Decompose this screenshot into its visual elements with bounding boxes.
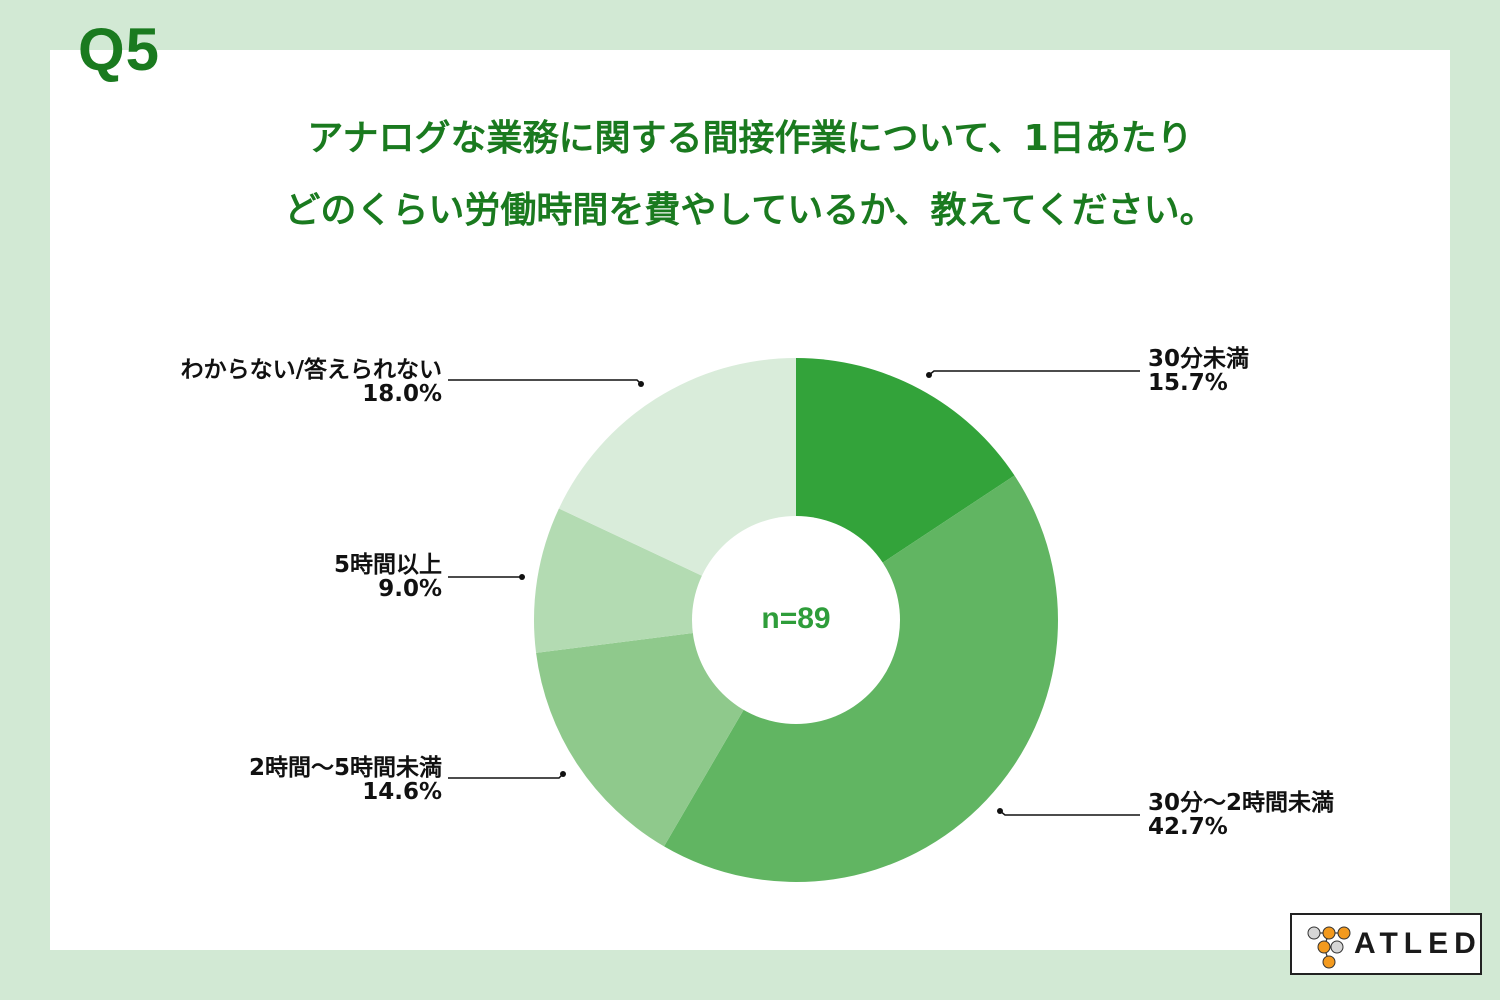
leader-line-s5 xyxy=(448,379,642,385)
label-s5: わからない/答えられない 18.0% xyxy=(181,358,442,406)
logo-text: ATLED xyxy=(1354,927,1482,960)
label-s3-name: 2時間〜5時間未満 xyxy=(248,755,442,781)
label-s1: 30分未満 15.7% xyxy=(1148,347,1249,395)
label-s1-name: 30分未満 xyxy=(1148,346,1250,372)
question-title-line1: アナログな業務に関する間接作業について、1日あたり xyxy=(307,118,1193,159)
network-nodes-icon xyxy=(1307,926,1351,969)
label-s2: 30分〜2時間未満 42.7% xyxy=(1148,791,1334,839)
question-title-line2: どのくらい労働時間を費やしているか、教えてください。 xyxy=(284,190,1216,231)
label-s5-name: わからない/答えられない xyxy=(180,357,442,383)
label-s4-name: 5時間以上 xyxy=(333,552,442,578)
leader-dots xyxy=(519,372,1003,814)
sample-size-label: n=89 xyxy=(761,602,831,635)
label-s2-name: 30分〜2時間未満 xyxy=(1148,790,1335,816)
label-s4-value: 9.0% xyxy=(378,576,442,602)
label-s1-value: 15.7% xyxy=(1148,370,1228,396)
question-number: Q5 xyxy=(78,16,161,83)
label-s3-value: 14.6% xyxy=(362,779,442,805)
label-s5-value: 18.0% xyxy=(362,381,442,407)
donut-hole xyxy=(692,516,900,724)
leader-line-s2 xyxy=(999,810,1140,816)
leader-line-s1 xyxy=(928,370,1140,376)
leader-line-s3 xyxy=(448,773,564,779)
atled-logo: ATLED xyxy=(1290,913,1482,975)
label-s2-value: 42.7% xyxy=(1148,814,1228,840)
label-s3: 2時間〜5時間未満 14.6% xyxy=(249,756,442,804)
label-s4: 5時間以上 9.0% xyxy=(334,553,442,601)
